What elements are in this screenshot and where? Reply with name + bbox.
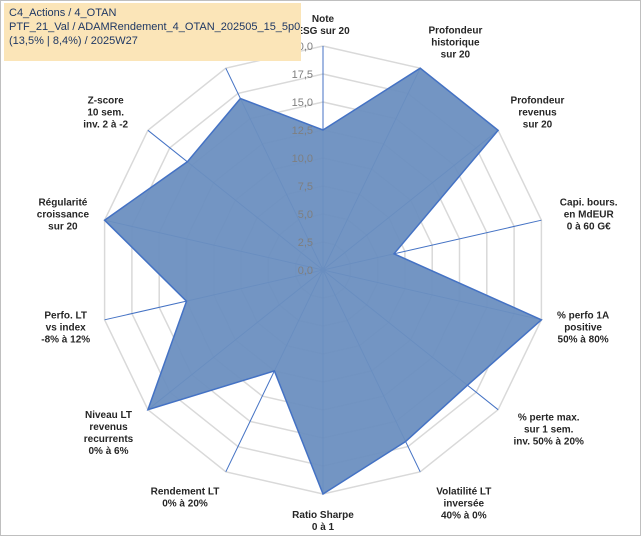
category-label-line: -8% à 12% bbox=[41, 335, 90, 346]
category-label-line: Perfo. LT bbox=[44, 311, 87, 322]
category-label-line: Niveau LT bbox=[85, 410, 132, 421]
category-label: Régularité croissance sur 20 bbox=[37, 198, 90, 233]
category-label-line: 0 à 1 bbox=[312, 522, 335, 533]
category-label-line: ESG sur 20 bbox=[296, 26, 350, 37]
category-label-line: Z-score bbox=[88, 96, 125, 107]
category-label-line: % perfo 1A bbox=[557, 311, 609, 322]
category-label: Ratio Sharpe 0 à 1 bbox=[292, 510, 354, 533]
tick-label: 2,5 bbox=[298, 237, 313, 249]
category-label-line: 10 sem. bbox=[87, 108, 124, 119]
category-label-line: sur 20 bbox=[441, 49, 471, 60]
category-label: Volatilité LT inversée 40% à 0% bbox=[436, 487, 491, 522]
category-label-line: Régularité bbox=[38, 198, 87, 209]
category-label-line: Volatilité LT bbox=[436, 487, 491, 498]
series-area bbox=[103, 67, 543, 496]
category-label: Profondeur revenus sur 20 bbox=[511, 96, 565, 131]
title-line-3: (13,5% | 8,4%) / 2025W27 bbox=[9, 35, 138, 47]
category-label-line: inv. 50% à 20% bbox=[513, 436, 584, 447]
tick-label: 7,5 bbox=[298, 181, 313, 193]
category-label: Niveau LT revenus recurrents 0% à 6% bbox=[84, 410, 134, 457]
category-label-line: 50% à 80% bbox=[558, 335, 609, 346]
category-label-line: positive bbox=[564, 323, 602, 334]
tick-label: 15,0 bbox=[292, 97, 313, 109]
category-label: % perte max. sur 1 sem. inv. 50% à 20% bbox=[513, 412, 584, 447]
category-label-line: Profondeur bbox=[511, 96, 565, 107]
category-label-line: inv. 2 à -2 bbox=[83, 120, 128, 131]
category-label-line: 0% à 6% bbox=[88, 446, 128, 457]
category-label: Profondeur historique sur 20 bbox=[428, 25, 482, 60]
category-label: Capi. bours. en MdEUR 0 à 60 G€ bbox=[560, 198, 618, 233]
category-label-line: 40% à 0% bbox=[441, 511, 487, 522]
tick-label: 12,5 bbox=[292, 125, 313, 137]
category-label: Note ESG sur 20 bbox=[296, 14, 350, 37]
category-label-line: revenus bbox=[518, 108, 557, 119]
category-label: Rendement LT 0% à 20% bbox=[151, 487, 220, 510]
category-label-line: historique bbox=[431, 37, 480, 48]
tick-label: 0,0 bbox=[298, 265, 313, 277]
category-label-line: % perte max. bbox=[518, 412, 580, 423]
category-label-line: inversée bbox=[444, 499, 485, 510]
category-label-line: 0 à 60 G€ bbox=[567, 222, 611, 233]
category-label: % perfo 1A positive 50% à 80% bbox=[557, 311, 609, 346]
category-label-line: croissance bbox=[37, 210, 90, 221]
tick-label: 10,0 bbox=[292, 153, 313, 165]
category-label-line: recurrents bbox=[84, 434, 134, 445]
chart-title-box: C4_Actions / 4_OTAN PTF_21_Val / ADAMRen… bbox=[4, 3, 301, 61]
category-label-line: Note bbox=[312, 14, 335, 25]
category-label: Perfo. LT vs index -8% à 12% bbox=[41, 311, 90, 346]
category-label-line: Ratio Sharpe bbox=[292, 510, 354, 521]
title-line-2: PTF_21_Val / ADAMRendement_4_OTAN_202505… bbox=[9, 21, 301, 33]
title-line-1: C4_Actions / 4_OTAN bbox=[9, 7, 117, 19]
category-label-line: vs index bbox=[46, 323, 86, 334]
category-label-line: sur 1 sem. bbox=[524, 424, 574, 435]
category-label-line: Rendement LT bbox=[151, 487, 220, 498]
radar-series bbox=[103, 67, 543, 496]
category-label: Z-score 10 sem. inv. 2 à -2 bbox=[83, 96, 128, 131]
category-label-line: 0% à 20% bbox=[162, 499, 208, 510]
category-label-line: Profondeur bbox=[428, 25, 482, 36]
tick-label: 5,0 bbox=[298, 209, 313, 221]
category-label-line: revenus bbox=[89, 422, 128, 433]
category-label-line: Capi. bours. bbox=[560, 198, 618, 209]
category-label-line: sur 20 bbox=[523, 120, 553, 131]
category-label-line: en MdEUR bbox=[564, 210, 615, 221]
tick-label: 17,5 bbox=[292, 69, 313, 81]
category-label-line: sur 20 bbox=[48, 222, 78, 233]
